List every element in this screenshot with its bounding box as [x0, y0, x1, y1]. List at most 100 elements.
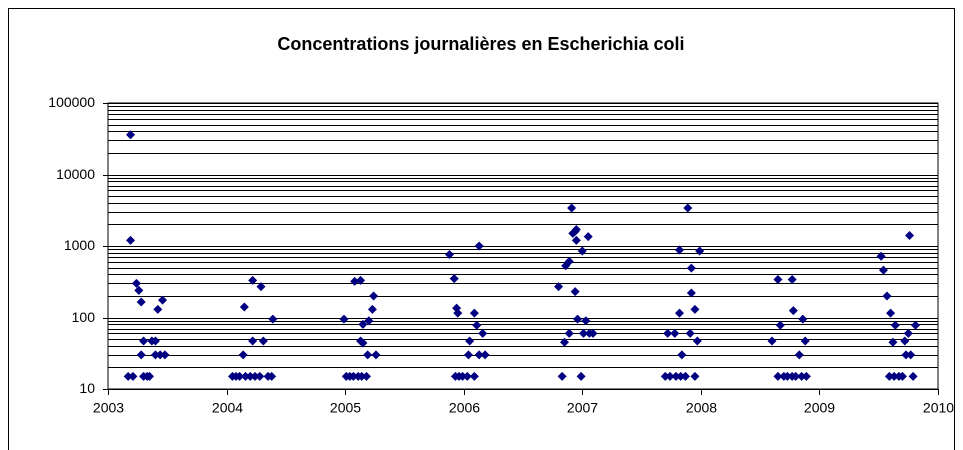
grid — [108, 103, 938, 390]
data-point — [554, 282, 564, 292]
data-point — [364, 316, 374, 326]
data-point — [350, 276, 360, 286]
data-point — [258, 336, 268, 346]
data-point — [239, 302, 249, 312]
data-point — [685, 328, 695, 338]
data-point — [564, 256, 574, 266]
data-point — [248, 275, 258, 285]
data-point — [675, 308, 685, 318]
data-point — [683, 203, 693, 213]
x-tick-label: 2005 — [330, 400, 361, 416]
x-tick-label: 2004 — [212, 400, 243, 416]
data-point — [797, 371, 807, 381]
data-point — [878, 265, 888, 275]
data-point — [131, 278, 141, 288]
data-point — [367, 304, 377, 314]
data-point — [773, 274, 783, 284]
data-point — [890, 320, 900, 330]
data-point — [369, 291, 379, 301]
data-point — [675, 245, 685, 255]
data-point — [145, 371, 154, 381]
data-point — [256, 282, 266, 292]
data-point — [576, 371, 586, 381]
data-point — [876, 251, 886, 261]
x-tick-label: 2006 — [449, 400, 480, 416]
y-tick-label: 1000 — [64, 237, 95, 253]
data-point — [690, 304, 700, 314]
data-point — [588, 328, 598, 338]
data-point — [474, 350, 484, 360]
x-tick-label: 2009 — [804, 400, 835, 416]
x-tick-label: 2003 — [93, 400, 124, 416]
data-point — [356, 275, 366, 285]
data-point — [906, 350, 916, 360]
data-point — [794, 350, 804, 360]
data-point — [901, 350, 911, 360]
data-point — [469, 371, 479, 381]
x-tick-label: 2007 — [567, 400, 598, 416]
data-point — [665, 371, 675, 381]
data-point — [692, 336, 702, 346]
data-point — [670, 328, 680, 338]
data-point — [469, 308, 479, 318]
data-point — [463, 350, 473, 360]
data-point — [800, 336, 810, 346]
y-tick-label: 10000 — [56, 166, 95, 182]
data-point — [570, 287, 580, 297]
data-point — [134, 285, 144, 295]
data-point — [153, 304, 163, 314]
data-point — [578, 328, 588, 338]
data-point — [358, 319, 368, 329]
data-point — [155, 350, 165, 360]
data-point — [663, 328, 673, 338]
chart-frame — [8, 8, 955, 450]
data-point — [801, 371, 811, 381]
data-point — [671, 371, 681, 381]
data-point — [889, 371, 899, 381]
data-point — [248, 336, 258, 346]
data-point — [363, 350, 373, 360]
data-point — [677, 350, 687, 360]
data-point — [577, 246, 587, 256]
data-point — [150, 336, 160, 346]
data-point — [348, 371, 358, 381]
data-point — [775, 320, 785, 330]
data-point — [126, 235, 136, 245]
data-point — [453, 308, 463, 318]
x-tick-label: 2008 — [686, 400, 717, 416]
data-point — [782, 371, 792, 381]
data-point — [571, 225, 581, 235]
data-point — [900, 336, 910, 346]
data-point — [767, 336, 777, 346]
y-tick-label: 10 — [79, 380, 95, 396]
data-point — [462, 371, 472, 381]
data-point — [245, 371, 255, 381]
data-point — [888, 337, 898, 347]
data-point — [908, 371, 918, 381]
data-point — [788, 306, 798, 316]
data-point — [787, 274, 797, 284]
data-point — [884, 371, 894, 381]
data-point — [136, 297, 146, 307]
data-point — [905, 231, 915, 241]
data-point — [882, 291, 892, 301]
data-point — [676, 371, 686, 381]
data-point — [480, 350, 490, 360]
data-point — [686, 288, 696, 298]
data-point — [255, 371, 265, 381]
data-point — [567, 203, 577, 213]
data-point — [581, 316, 591, 326]
data-point — [478, 328, 488, 338]
data-point — [358, 338, 368, 348]
data-point — [773, 371, 783, 381]
data-point — [160, 350, 170, 360]
data-point — [660, 371, 670, 381]
chart-title: Concentrations journalières en Escherich… — [277, 34, 684, 54]
data-point — [910, 320, 920, 330]
data-point — [139, 336, 149, 346]
data-point — [690, 371, 700, 381]
data-point — [158, 295, 168, 305]
data-point — [357, 371, 367, 381]
data-point — [903, 328, 913, 338]
data-point — [564, 328, 574, 338]
